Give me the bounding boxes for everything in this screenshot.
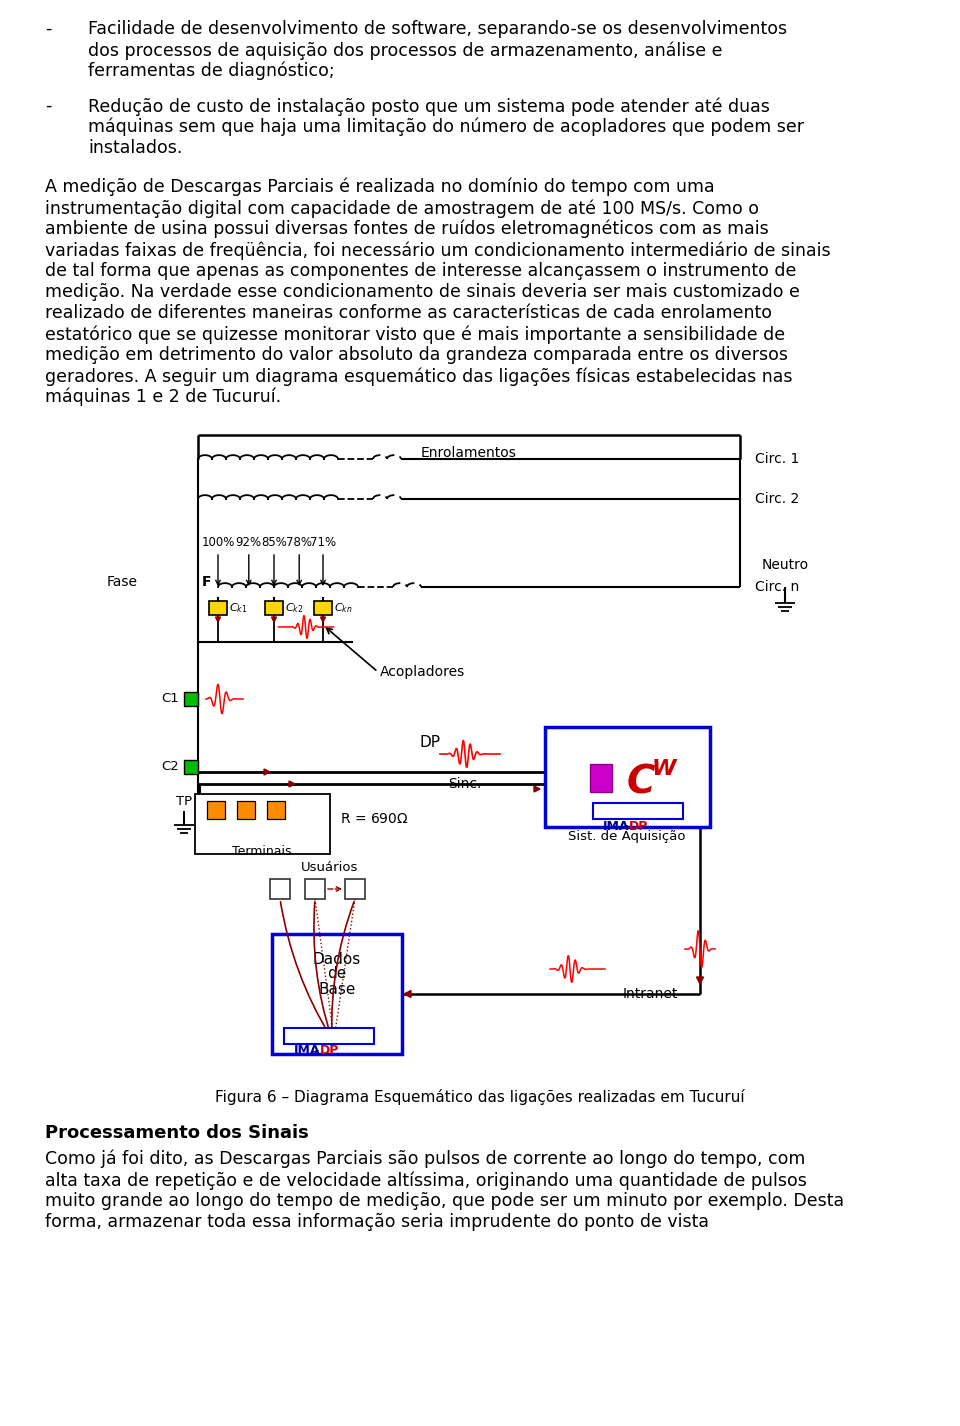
Text: Como já foi dito, as Descargas Parciais são pulsos de corrente ao longo do tempo: Como já foi dito, as Descargas Parciais …: [45, 1149, 805, 1168]
Text: Sinc.: Sinc.: [448, 777, 482, 791]
Text: IMA: IMA: [603, 820, 630, 833]
Text: de: de: [327, 967, 347, 981]
Bar: [314, 600, 332, 615]
Text: F: F: [202, 575, 211, 589]
Text: forma, armazenar toda essa informação seria imprudente do ponto de vista: forma, armazenar toda essa informação se…: [45, 1214, 709, 1231]
Text: instalados.: instalados.: [88, 138, 182, 157]
Polygon shape: [289, 781, 295, 787]
Text: Acopladores: Acopladores: [380, 665, 466, 679]
Text: -: -: [45, 97, 52, 116]
Text: Dados: Dados: [313, 951, 361, 967]
Polygon shape: [697, 977, 704, 984]
Text: C2: C2: [161, 760, 179, 773]
Text: C1: C1: [161, 692, 179, 704]
Text: Figura 6 – Diagrama Esquemático das ligações realizadas em Tucuruí: Figura 6 – Diagrama Esquemático das liga…: [215, 1089, 745, 1105]
Text: R: R: [272, 806, 280, 816]
Text: máquinas 1 e 2 de Tucuruí.: máquinas 1 e 2 de Tucuruí.: [45, 388, 281, 406]
Text: dos processos de aquisição dos processos de armazenamento, análise e: dos processos de aquisição dos processos…: [88, 41, 723, 60]
Text: W: W: [652, 759, 677, 779]
Text: -: -: [623, 820, 628, 833]
Bar: [209, 600, 227, 615]
Bar: [184, 760, 198, 774]
Text: Circ. 2: Circ. 2: [755, 492, 800, 506]
Text: Fase: Fase: [107, 575, 138, 589]
Bar: [267, 801, 285, 819]
Text: Intranet: Intranet: [622, 987, 678, 1001]
Text: geradores. A seguir um diagrama esquemático das ligações físicas estabelecidas n: geradores. A seguir um diagrama esquemát…: [45, 366, 793, 385]
Bar: [272, 934, 402, 1054]
Text: Base: Base: [319, 981, 356, 997]
Text: Sist. de Aquisição: Sist. de Aquisição: [568, 830, 685, 843]
Text: Circ. 1: Circ. 1: [755, 452, 800, 466]
Bar: [345, 878, 365, 898]
Text: 92%: 92%: [236, 536, 262, 549]
Polygon shape: [404, 991, 411, 998]
Text: Tn: Tn: [348, 883, 363, 896]
Text: T1: T1: [273, 883, 288, 896]
Text: DP: DP: [629, 820, 648, 833]
Polygon shape: [534, 786, 540, 791]
Text: ferramentas de diagnóstico;: ferramentas de diagnóstico;: [88, 61, 335, 80]
Text: medição. Na verdade esse condicionamento de sinais deveria ser mais customizado : medição. Na verdade esse condicionamento…: [45, 282, 800, 301]
Text: Usuários: Usuários: [301, 861, 359, 874]
Text: ambiente de usina possui diversas fontes de ruídos eletromagnéticos com as mais: ambiente de usina possui diversas fontes…: [45, 220, 769, 238]
Bar: [305, 878, 325, 898]
Text: DP: DP: [420, 734, 441, 750]
Text: A medição de Descargas Parciais é realizada no domínio do tempo com uma: A medição de Descargas Parciais é realiz…: [45, 178, 714, 197]
Text: Facilidade de desenvolvimento de software, separando-se os desenvolvimentos: Facilidade de desenvolvimento de softwar…: [88, 20, 787, 39]
Text: $C_{kn}$: $C_{kn}$: [334, 602, 352, 615]
Bar: [237, 801, 255, 819]
Text: -: -: [314, 1044, 319, 1058]
Bar: [265, 600, 283, 615]
Bar: [593, 803, 683, 819]
Text: DP: DP: [320, 1044, 340, 1058]
Text: 71%: 71%: [310, 536, 336, 549]
Text: 85%: 85%: [261, 536, 287, 549]
Polygon shape: [272, 617, 276, 622]
Text: $C_{k2}$: $C_{k2}$: [285, 602, 303, 615]
Text: medição em detrimento do valor absoluto da grandeza comparada entre os diversos: medição em detrimento do valor absoluto …: [45, 347, 788, 364]
Bar: [195, 794, 330, 854]
Bar: [207, 801, 225, 819]
Text: Terminais: Terminais: [232, 846, 292, 858]
Text: instrumentação digital com capacidade de amostragem de até 100 MS/s. Como o: instrumentação digital com capacidade de…: [45, 200, 759, 218]
Text: Redução de custo de instalação posto que um sistema pode atender até duas: Redução de custo de instalação posto que…: [88, 97, 770, 116]
Text: 100%: 100%: [202, 536, 234, 549]
Text: Circ. n: Circ. n: [755, 580, 800, 595]
Text: $C_{k1}$: $C_{k1}$: [229, 602, 248, 615]
Polygon shape: [215, 617, 221, 622]
Polygon shape: [264, 769, 270, 774]
Text: realizado de diferentes maneiras conforme as características de cada enrolamento: realizado de diferentes maneiras conform…: [45, 304, 772, 322]
Text: R = 690$\Omega$: R = 690$\Omega$: [340, 811, 409, 826]
Text: variadas faixas de freqüência, foi necessário um condicionamento intermediário d: variadas faixas de freqüência, foi neces…: [45, 241, 830, 260]
Text: 78%: 78%: [286, 536, 312, 549]
Text: Processamento dos Sinais: Processamento dos Sinais: [45, 1124, 309, 1142]
Text: -: -: [45, 20, 52, 39]
Text: IMA: IMA: [294, 1044, 321, 1058]
Polygon shape: [321, 617, 325, 622]
Text: T2: T2: [307, 883, 323, 896]
Text: máquinas sem que haja uma limitação do número de acopladores que podem ser: máquinas sem que haja uma limitação do n…: [88, 118, 804, 137]
Text: de tal forma que apenas as componentes de interesse alcançassem o instrumento de: de tal forma que apenas as componentes d…: [45, 262, 797, 279]
Text: TP: TP: [176, 796, 192, 809]
Text: R: R: [242, 806, 251, 816]
Bar: [270, 878, 290, 898]
Text: Enrolamentos: Enrolamentos: [421, 446, 516, 461]
Bar: [545, 727, 710, 827]
Text: estatórico que se quizesse monitorar visto que é mais importante a sensibilidade: estatórico que se quizesse monitorar vis…: [45, 325, 785, 344]
Bar: [590, 764, 612, 791]
Text: C: C: [627, 763, 656, 801]
Bar: [284, 1028, 374, 1044]
Text: alta taxa de repetição e de velocidade altíssima, originando uma quantidade de p: alta taxa de repetição e de velocidade a…: [45, 1171, 806, 1189]
Text: muito grande ao longo do tempo de medição, que pode ser um minuto por exemplo. D: muito grande ao longo do tempo de mediçã…: [45, 1192, 844, 1211]
Text: R: R: [212, 806, 220, 816]
Text: Neutro: Neutro: [761, 558, 808, 572]
Bar: [184, 692, 198, 706]
